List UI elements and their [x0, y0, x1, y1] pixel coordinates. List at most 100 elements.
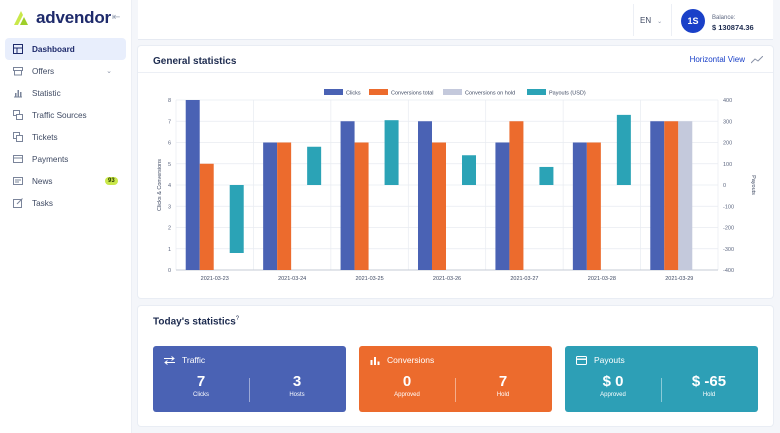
legend-swatch: [443, 89, 462, 95]
traffic-clicks: 7 Clicks: [153, 373, 249, 398]
y-tick-label-right: 400: [723, 98, 732, 104]
help-icon[interactable]: ?: [235, 316, 240, 322]
tile-divider: [249, 378, 250, 402]
logo-text: advendor: [36, 8, 111, 27]
payouts-tile-title: Payouts: [594, 355, 625, 365]
swap-arrows-icon: [164, 355, 175, 365]
y-tick-label-left: 1: [168, 247, 171, 253]
header-divider: [671, 4, 672, 36]
general-statistics-chart: Clicks Conversions total Conversions on ho…: [157, 89, 756, 282]
bar-payouts-usd: [462, 155, 476, 185]
news-count-badge: 93: [105, 177, 118, 185]
bar-clicks: [495, 142, 510, 270]
sidebar-item-news[interactable]: News 93: [5, 170, 126, 192]
chevron-down-icon: ⌄: [657, 19, 663, 25]
horizontal-view-label: Horizontal View: [689, 55, 745, 64]
sidebar-item-label: Tasks: [32, 198, 53, 208]
horizontal-view-button[interactable]: Horizontal View: [690, 55, 763, 64]
bar-conversions-total: [509, 121, 524, 270]
tile-value: 7: [196, 373, 206, 390]
y-tick-label-right: 0: [723, 183, 726, 189]
bar-conversions-on-hold: [678, 121, 693, 270]
y-tick-label-right: -100: [723, 204, 734, 210]
tile-label: Hold: [702, 392, 716, 398]
sidebar-item-label: Statistic: [32, 88, 61, 98]
general-statistics-title: General statistics: [153, 56, 237, 67]
traffic-sources-icon: [13, 110, 23, 120]
avatar[interactable]: 1S: [681, 9, 705, 33]
y-tick-label-left: 0: [168, 268, 171, 274]
tile-label: Clicks: [193, 392, 209, 398]
x-tick-label: 2021-03-27: [510, 276, 538, 282]
bar-conversions-total: [354, 142, 369, 270]
sidebar-nav: Dashboard Offers ⌄ Statistic Traffic Sou…: [5, 38, 126, 214]
x-tick-label: 2021-03-25: [356, 276, 384, 282]
bar-clicks: [185, 100, 200, 270]
payments-icon: [13, 155, 23, 163]
traffic-tile-title: Traffic: [182, 355, 206, 365]
legend-label: Conversions total: [391, 91, 434, 97]
conversions-approved: 0 Approved: [359, 373, 455, 398]
y-axis-title-left: Clicks & Conversions: [157, 159, 163, 211]
bar-conversions-total: [277, 142, 292, 270]
tile-divider: [661, 378, 662, 402]
legend-label: Conversions on hold: [465, 91, 515, 97]
payouts-tile-header: Payouts: [576, 355, 625, 365]
offers-icon: [13, 67, 23, 76]
general-statistics-card: General statistics Horizontal View Click…: [138, 46, 773, 298]
payouts-approved: $ 0 Approved: [565, 373, 661, 398]
tile-divider: [455, 378, 456, 402]
legend-swatch: [324, 89, 343, 95]
tickets-icon: [13, 132, 23, 142]
traffic-hosts: 3 Hosts: [249, 373, 345, 398]
traffic-tile: Traffic 7 Clicks 3 Hosts: [153, 346, 346, 412]
y-tick-label-left: 8: [168, 98, 171, 104]
sidebar-item-label: Payments: [32, 154, 69, 164]
sidebar-item-offers[interactable]: Offers ⌄: [5, 60, 126, 82]
legend-label: Payouts (USD): [549, 91, 586, 97]
language-label: EN: [640, 16, 652, 25]
bar-conversions-total: [664, 121, 679, 270]
conversions-tile-header: Conversions: [370, 355, 434, 365]
payouts-tile: Payouts $ 0 Approved $ -65 Hold: [565, 346, 758, 412]
tile-value: 7: [498, 373, 508, 390]
y-tick-label-left: 3: [168, 204, 171, 210]
sidebar: advendor ⇤ Dashboard Offers ⌄ Statistic …: [0, 0, 132, 433]
sidebar-item-tasks[interactable]: Tasks: [5, 192, 126, 214]
collapse-sidebar-icon[interactable]: ⇤: [112, 12, 121, 23]
sidebar-item-label: Traffic Sources: [32, 110, 87, 120]
logo[interactable]: advendor: [12, 8, 111, 28]
y-tick-label-right: 200: [723, 141, 732, 147]
sidebar-item-statistic[interactable]: Statistic: [5, 82, 126, 104]
logo-icon: [14, 11, 28, 25]
bar-chart-icon: [370, 356, 380, 365]
sidebar-item-dashboard[interactable]: Dashboard: [5, 38, 126, 60]
y-tick-label-right: -400: [723, 268, 734, 274]
bar-clicks: [572, 142, 587, 270]
x-tick-label: 2021-03-28: [588, 276, 616, 282]
y-tick-label-left: 6: [168, 141, 171, 147]
sidebar-item-payments[interactable]: Payments: [5, 148, 126, 170]
language-selector[interactable]: EN ⌄: [640, 16, 662, 25]
header-divider: [633, 4, 634, 36]
news-icon: [13, 177, 23, 185]
y-tick-label-left: 4: [168, 183, 171, 189]
payouts-hold: $ -65 Hold: [661, 373, 757, 398]
sidebar-item-label: News: [32, 176, 53, 186]
sidebar-item-label: Offers: [32, 66, 55, 76]
bar-payouts-usd: [539, 166, 554, 185]
today-statistics-title: Today's statistics?: [153, 316, 239, 327]
today-statistics-title-text: Today's statistics: [153, 316, 236, 328]
card-divider: [138, 72, 773, 73]
x-tick-label: 2021-03-23: [201, 276, 229, 282]
tile-label: Hosts: [289, 392, 305, 398]
bar-payouts-usd: [616, 114, 631, 185]
y-tick-label-left: 2: [168, 226, 171, 232]
tile-label: Approved: [394, 392, 420, 398]
sidebar-item-label: Tickets: [32, 132, 58, 142]
dashboard-icon: [13, 44, 23, 54]
conversions-tile-title: Conversions: [387, 355, 435, 365]
y-tick-label-right: 300: [723, 119, 732, 125]
sidebar-item-traffic-sources[interactable]: Traffic Sources: [5, 104, 126, 126]
sidebar-item-tickets[interactable]: Tickets: [5, 126, 126, 148]
